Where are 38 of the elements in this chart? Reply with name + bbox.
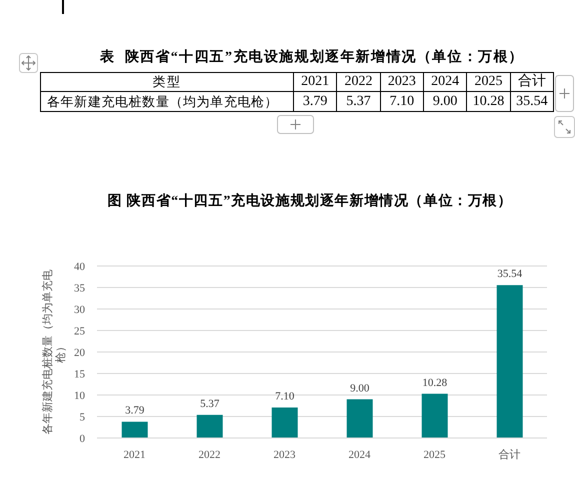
x-tick-label: 合计 (498, 448, 520, 461)
text: 35.54 (516, 94, 548, 108)
data-label: 9.00 (350, 382, 370, 394)
text: 3.79 (302, 94, 328, 108)
data-label: 3.79 (125, 404, 145, 417)
y-tick-label: 0 (80, 432, 86, 445)
y-axis-title: 各年新建充电桩数量（均为单充电枪） (41, 270, 67, 434)
category-label: 2021 (301, 74, 330, 89)
y-tick-label: 35 (74, 282, 86, 294)
x-tick-label: 2024 (348, 448, 371, 461)
x-tick-label: 2023 (274, 448, 296, 461)
x-tick-label: 2025 (424, 448, 446, 461)
data-label: 5.37 (200, 398, 220, 410)
data-label: 35.54 (497, 268, 523, 280)
x-tick-label: 2021 (124, 448, 146, 461)
text: 各年新建充电桩数量（均为单充电枪） (40, 92, 294, 112)
y-tick-label: 10 (74, 390, 86, 402)
data-label: 10.28 (422, 376, 448, 389)
category-label: 2024 (431, 74, 460, 89)
text: 10.28 (472, 94, 504, 108)
chart-title: 图 陕西省“十四五”充电设施规划逐年新增情况（单位：万根） (106, 192, 514, 211)
y-tick-label: 25 (74, 325, 86, 338)
category-label: 2022 (344, 74, 372, 89)
y-tick-label: 40 (74, 260, 86, 273)
y-tick-label: 15 (74, 368, 86, 380)
data-label: 7.10 (275, 390, 295, 402)
text: 7.10 (390, 94, 414, 108)
y-tick-label: 5 (80, 411, 86, 424)
text: 5.37 (346, 94, 371, 108)
y-tick-label: 30 (74, 304, 86, 316)
category-label: 2025 (474, 74, 502, 89)
legend-title: 类型 (40, 72, 294, 92)
category-label: 2023 (388, 74, 416, 89)
text: 9.00 (432, 94, 458, 108)
x-tick-label: 2022 (198, 448, 220, 461)
category-label: 合计 (518, 74, 546, 89)
text: 表 陕西省“十四五”充电设施规划逐年新增情况（单位：万根） (99, 48, 525, 67)
y-tick-label: 20 (74, 346, 86, 359)
